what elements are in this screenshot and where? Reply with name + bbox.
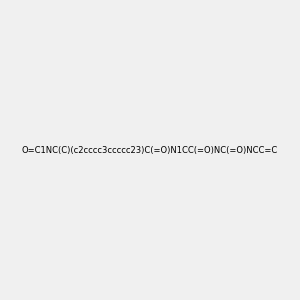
Text: O=C1NC(C)(c2cccc3ccccc23)C(=O)N1CC(=O)NC(=O)NCC=C: O=C1NC(C)(c2cccc3ccccc23)C(=O)N1CC(=O)NC… xyxy=(22,146,278,154)
